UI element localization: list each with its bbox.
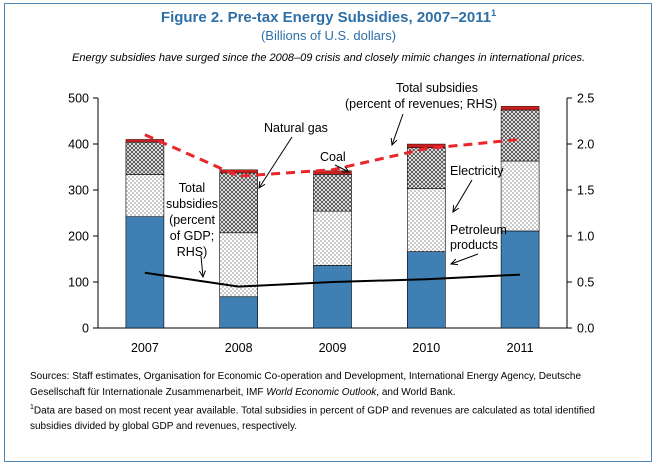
bar-segment-petroleum-products (125, 216, 165, 329)
gdp-share-label: of GDP; (170, 229, 214, 243)
bar-segment-natural-gas (500, 109, 540, 162)
left-tick-label: 0 (82, 322, 89, 336)
bar-segment-natural-gas (406, 147, 446, 189)
revenue-share-line (144, 133, 521, 178)
coal-arrow (334, 164, 350, 173)
coal-arrow-head (341, 166, 351, 173)
petroleum-label: products (450, 238, 498, 252)
bar-segment-coal (219, 169, 258, 174)
revenue-share-label: (percent of revenues; RHS) (345, 97, 497, 111)
bar-segment-natural-gas (219, 172, 258, 234)
left-tick-label: 300 (68, 184, 89, 198)
footnote: 1Data are based on most recent year avai… (30, 404, 595, 432)
chart-notes: Sources: Staff estimates, Organisation f… (30, 369, 630, 434)
left-tick-label: 500 (68, 92, 89, 106)
category-label: 2008 (225, 341, 253, 355)
bar-segment-petroleum-products (219, 296, 258, 329)
figure-caption: Energy subsidies have surged since the 2… (72, 52, 585, 64)
coal-label: Coal (320, 150, 346, 164)
right-tick-label: 0.0 (577, 322, 594, 336)
bar-segment-electricity (125, 174, 165, 217)
electricity-label: Electricity (450, 164, 504, 178)
bar-segment-electricity (313, 210, 352, 266)
category-label: 2007 (131, 341, 159, 355)
bar-segment-coal (500, 106, 540, 111)
bar-segment-natural-gas (313, 174, 352, 212)
revenue-share-arrow (391, 113, 404, 146)
title-footnote-mark: 1 (491, 8, 497, 18)
electricity-arrow-head (452, 204, 460, 213)
figure-frame (4, 3, 652, 462)
petroleum-label: Petroleum (450, 223, 507, 237)
right-tick-label: 1.5 (577, 184, 594, 198)
gdp-share-line (144, 271, 521, 288)
revenue-share-arrow-head (390, 137, 398, 147)
gdp-share-label: subsidies (166, 197, 218, 211)
right-tick-label: 2.5 (577, 92, 594, 106)
bar-segment-natural-gas (125, 141, 165, 175)
right-tick-label: 0.5 (577, 276, 594, 290)
bar-segment-petroleum-products (406, 251, 446, 329)
right-tick-label: 2.0 (577, 138, 594, 152)
category-label: 2009 (319, 341, 347, 355)
left-tick-label: 200 (68, 230, 89, 244)
gdp-share-label: Total (179, 181, 205, 195)
gdp-share-label: RHS) (177, 245, 208, 259)
bar-segment-coal (125, 139, 165, 143)
gdp-share-label: (percent (169, 213, 215, 227)
sources-note: Sources: Staff estimates, Organisation f… (30, 371, 582, 398)
petroleum-arrow (450, 253, 479, 265)
natural-gas-label: Natural gas (264, 121, 328, 135)
natural-gas-arrow-head (258, 180, 266, 189)
figure-subtitle: (Billions of U.S. dollars) (260, 28, 397, 43)
figure-title: Figure 2. Pre-tax Energy Subsidies, 2007… (160, 8, 497, 26)
petroleum-arrow-head (449, 258, 459, 266)
bar-segment-electricity (500, 160, 540, 232)
left-tick-label: 100 (68, 276, 89, 290)
category-label: 2010 (412, 341, 440, 355)
gdp-share-arrow (200, 255, 204, 278)
bar-segment-electricity (406, 188, 446, 252)
natural-gas-arrow (258, 136, 293, 189)
bar-segment-petroleum-products (500, 230, 540, 329)
bar-segment-petroleum-products (313, 265, 352, 329)
revenue-share-label: Total subsidies (396, 81, 478, 95)
left-tick-label: 400 (68, 138, 89, 152)
electricity-arrow (452, 179, 473, 213)
gdp-share-arrow-head (198, 270, 206, 279)
category-label: 2011 (507, 341, 534, 355)
right-tick-label: 1.0 (577, 230, 594, 244)
